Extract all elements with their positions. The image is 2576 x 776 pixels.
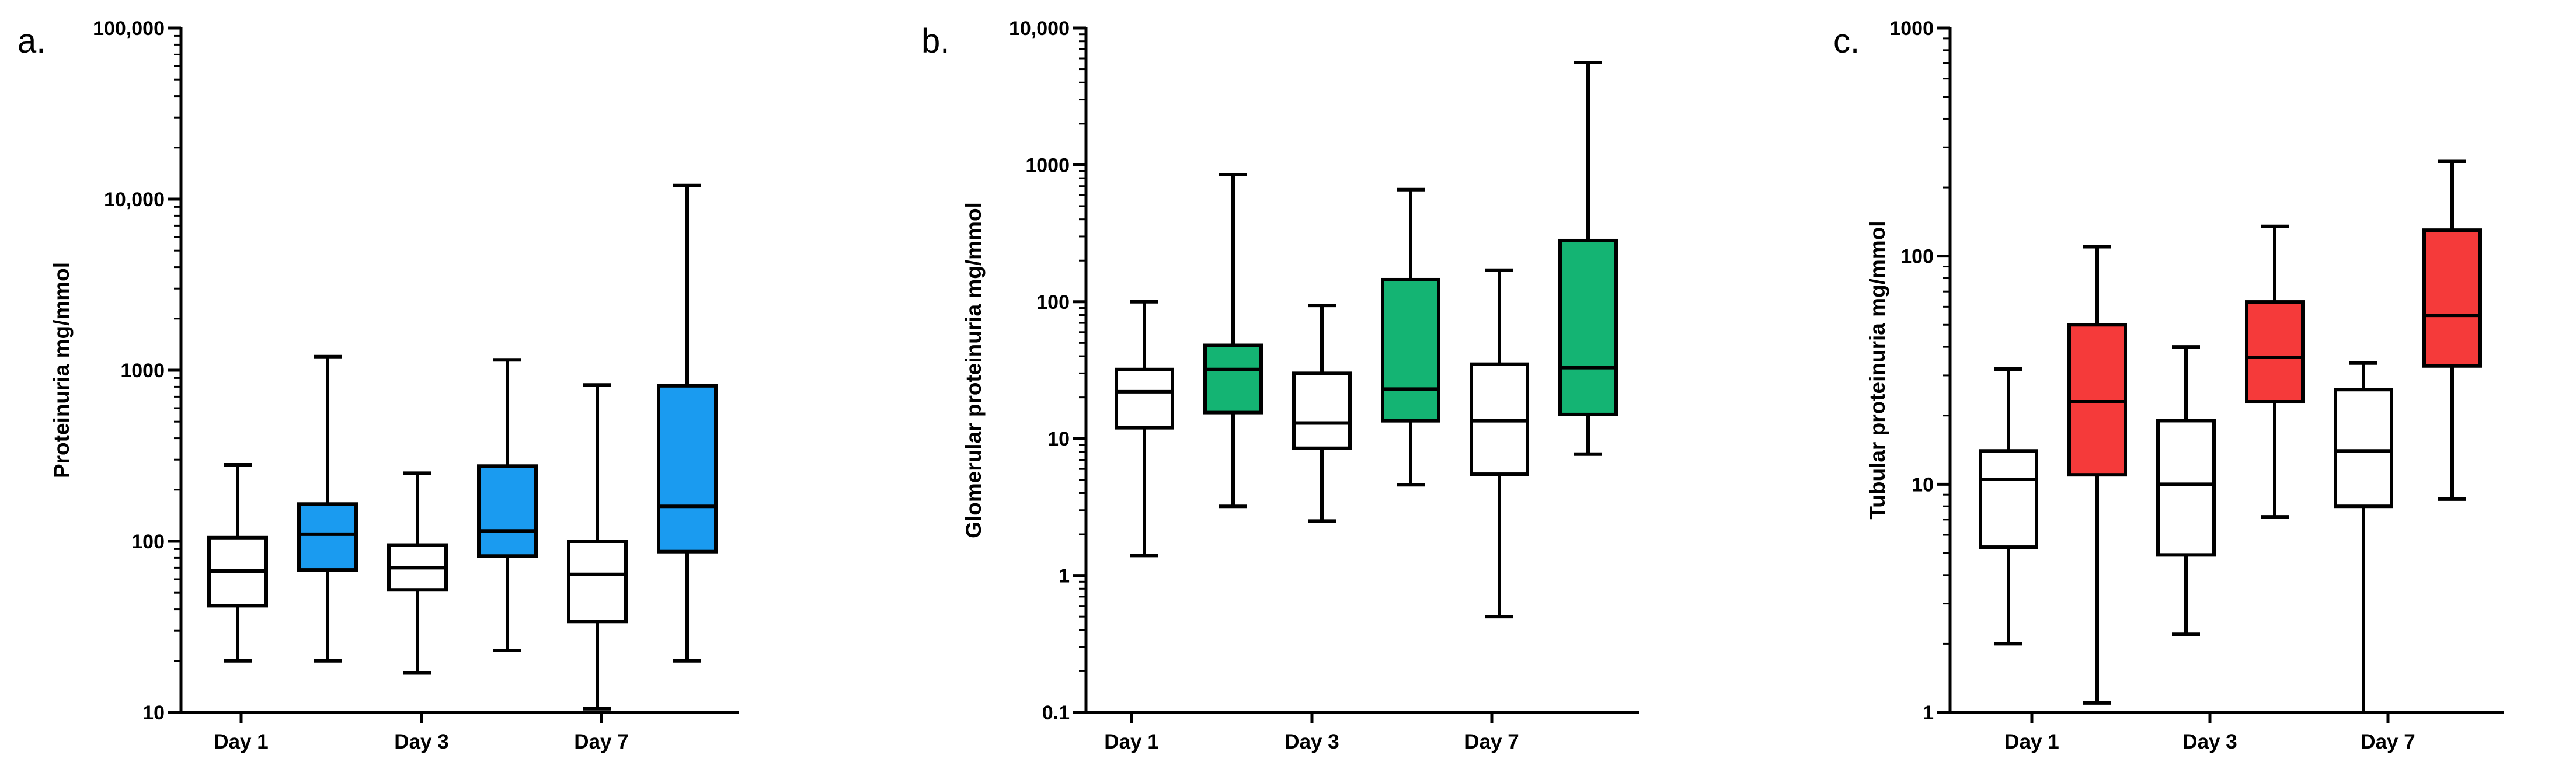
filled-box-day-3: [1381, 187, 1440, 487]
box-iqr: [2245, 300, 2305, 404]
open-box-day-7: [1470, 268, 1529, 619]
y-tick-label: 100: [1036, 291, 1070, 314]
y-tick-label: 10: [1912, 474, 1934, 496]
y-tick-label: 10: [142, 702, 165, 724]
box-iqr: [1292, 371, 1352, 450]
box-iqr: [567, 540, 628, 624]
y-tick-label: 1000: [1025, 154, 1070, 176]
panel-letter: a.: [18, 22, 46, 60]
y-tick-label: 1: [1923, 702, 1934, 724]
x-category-label: Day 1: [1104, 730, 1158, 753]
open-box-day-3: [1292, 304, 1352, 523]
filled-box-day-7: [1558, 61, 1618, 456]
x-category-label: Day 3: [1284, 730, 1339, 753]
y-axis-title: Tubular proteinuria mg/mmol: [1865, 221, 1889, 519]
open-box-day-1: [207, 462, 268, 663]
box-iqr: [657, 384, 718, 554]
y-tick-label: 100,000: [93, 18, 165, 40]
y-tick-label: 1000: [1889, 18, 1934, 40]
box-iqr: [297, 502, 358, 572]
y-axis-title: Glomerular proteinuria mg/mmol: [962, 202, 986, 538]
box-iqr: [2156, 419, 2216, 557]
box-iqr: [2334, 388, 2393, 509]
y-tick-label: 10: [1047, 428, 1070, 450]
panel-b: b. Glomerular proteinuria mg/mmol 0.1 1 10 10…: [921, 18, 1639, 753]
filled-box-day-3: [2245, 224, 2305, 519]
box-iqr: [1115, 367, 1174, 430]
y-tick-label: 0.1: [1042, 702, 1070, 724]
filled-box-day-7: [2422, 159, 2482, 501]
panel-letter: b.: [921, 22, 949, 60]
x-category-label: Day 1: [2004, 730, 2059, 753]
x-category-label: Day 7: [1464, 730, 1519, 753]
box-iqr: [1203, 343, 1263, 415]
box-iqr: [2422, 228, 2482, 368]
y-tick-label: 1000: [120, 360, 165, 382]
filled-box-day-3: [477, 358, 538, 653]
open-box-day-1: [1979, 367, 2038, 646]
x-category-label: Day 7: [574, 730, 628, 753]
open-box-day-7: [2334, 361, 2393, 714]
box-iqr: [1381, 277, 1440, 423]
y-tick-label: 10,000: [1009, 18, 1070, 40]
x-category-label: Day 3: [2182, 730, 2237, 753]
filled-box-day-1: [297, 354, 358, 663]
y-tick-label: 10,000: [104, 189, 165, 211]
filled-box-day-1: [2067, 245, 2127, 705]
box-iqr: [2067, 323, 2127, 477]
panel-c: c. Tubular proteinuria mg/mmol 1 10 100 1000 D…: [1833, 18, 2504, 753]
box-iqr: [1558, 238, 1618, 416]
open-box-day-3: [387, 471, 448, 675]
panel-letter: c.: [1833, 22, 1860, 60]
box-iqr: [1979, 449, 2038, 549]
open-box-day-3: [2156, 345, 2216, 636]
x-category-label: Day 1: [214, 730, 268, 753]
open-box-day-7: [567, 383, 628, 711]
y-tick-label: 100: [131, 531, 165, 553]
y-axis-title: Proteinuria mg/mmol: [50, 262, 74, 478]
x-category-label: Day 7: [2361, 730, 2415, 753]
x-category-label: Day 3: [394, 730, 448, 753]
open-box-day-1: [1115, 300, 1174, 558]
y-tick-label: 1: [1059, 565, 1070, 587]
box-iqr: [477, 464, 538, 558]
panel-a: a. Proteinuria mg/mmol 10 100 1000 10,000 100,…: [18, 18, 739, 753]
filled-box-day-1: [1203, 172, 1263, 509]
filled-box-day-7: [657, 183, 718, 663]
y-tick-label: 100: [1900, 246, 1934, 268]
